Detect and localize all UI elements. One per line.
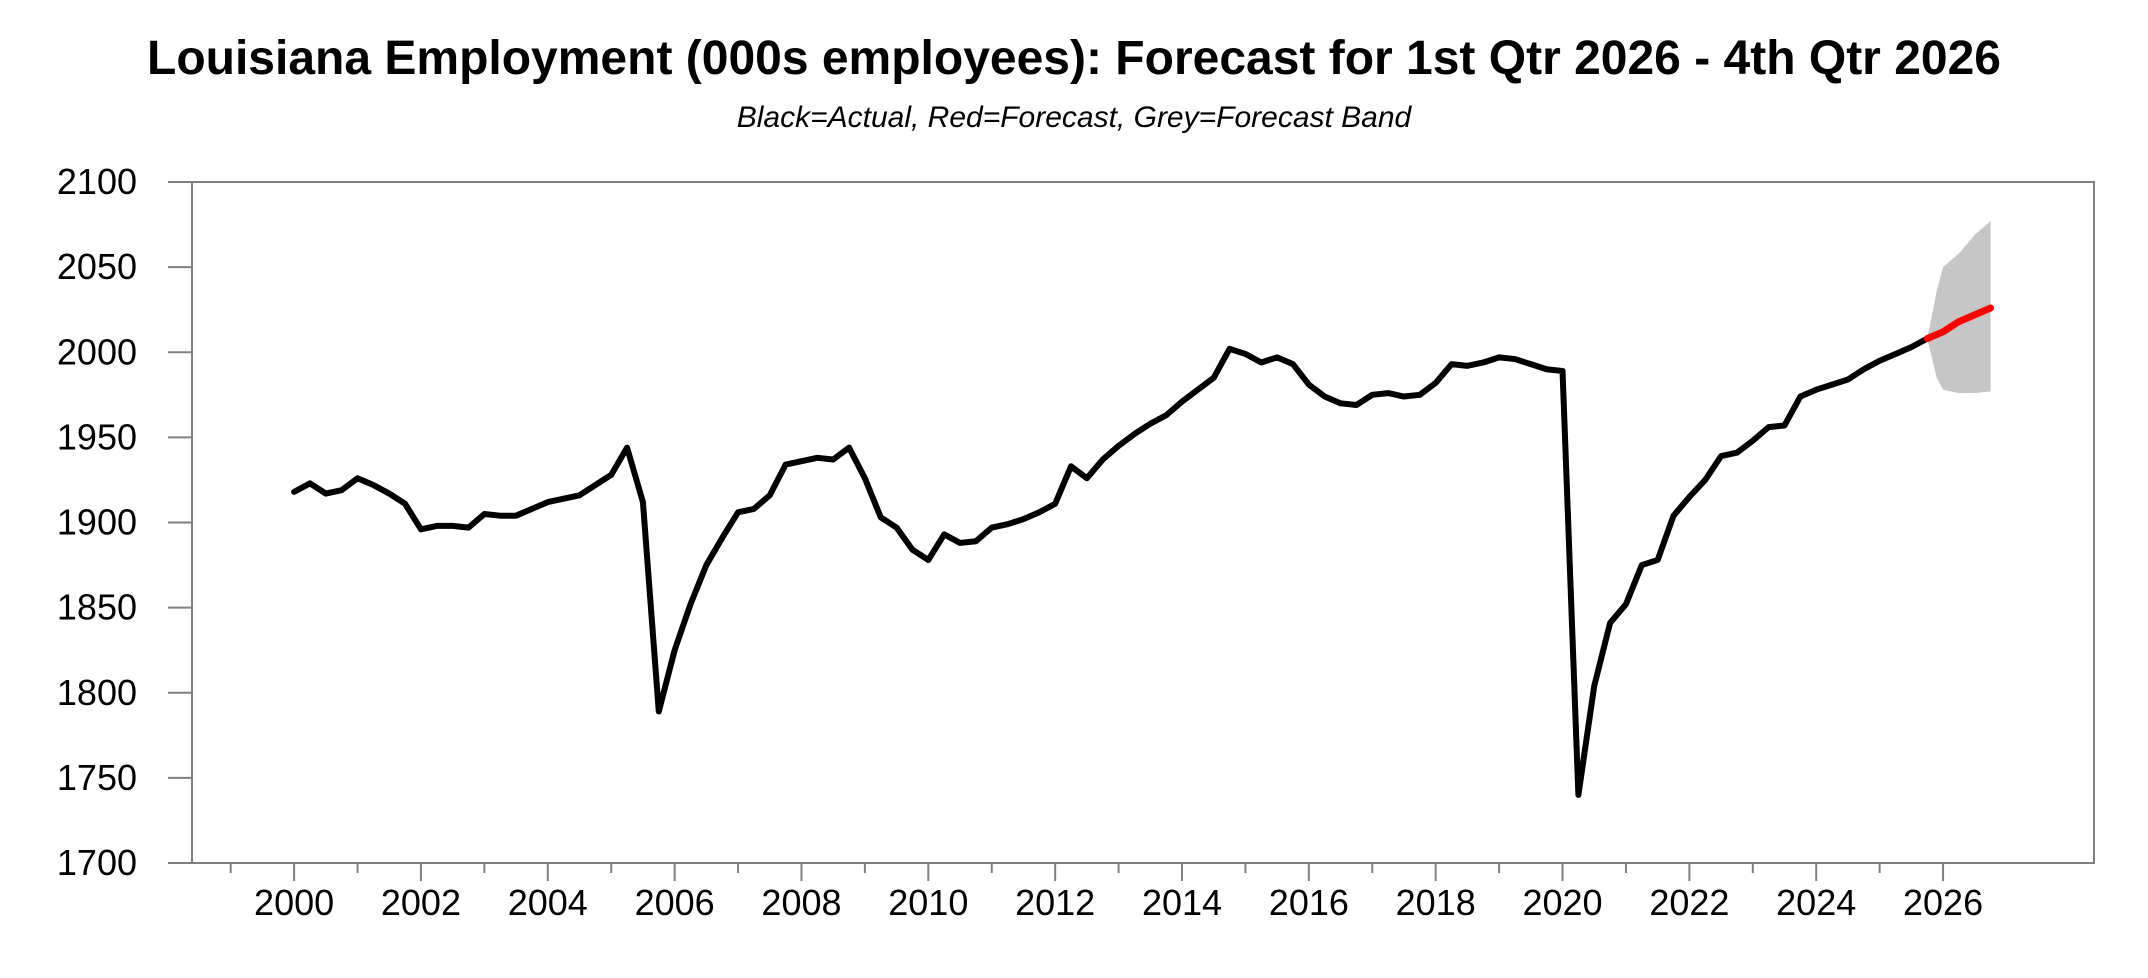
y-tick-label: 2100: [57, 161, 137, 202]
x-tick-label: 2024: [1776, 882, 1856, 923]
y-tick-label: 1900: [57, 502, 137, 543]
forecast-line: [1923, 304, 1995, 343]
x-tick-label: 2018: [1396, 882, 1476, 923]
actual-line: [291, 335, 1931, 798]
chart-title: Louisiana Employment (000s employees): F…: [147, 32, 2001, 85]
x-tick-label: 2022: [1649, 882, 1729, 923]
y-tick-label: 1950: [57, 416, 137, 457]
y-tick-label: 1800: [57, 672, 137, 713]
x-tick-label: 2006: [635, 882, 715, 923]
x-tick-label: 2020: [1522, 882, 1602, 923]
x-tick-label: 2012: [1015, 882, 1095, 923]
y-tick-label: 2050: [57, 246, 137, 287]
forecast-band: [1927, 221, 1991, 394]
x-tick-label: 2010: [888, 882, 968, 923]
y-tick-label: 1700: [57, 842, 137, 883]
y-tick-label: 2000: [57, 331, 137, 372]
x-tick-label: 2014: [1142, 882, 1222, 923]
y-tick-label: 1850: [57, 587, 137, 628]
x-tick-label: 2016: [1269, 882, 1349, 923]
x-tick-label: 2026: [1903, 882, 1983, 923]
x-tick-label: 2004: [508, 882, 588, 923]
chart-subtitle: Black=Actual, Red=Forecast, Grey=Forecas…: [737, 101, 1413, 134]
plot-content: 1700 1750 1800 1850 1900 1950 2000 2050 2100 2000…: [57, 161, 2095, 923]
x-tick-label: 2002: [381, 882, 461, 923]
x-tick-label: 2000: [254, 882, 334, 923]
x-tick-label: 2008: [761, 882, 841, 923]
y-tick-label: 1750: [57, 757, 137, 798]
